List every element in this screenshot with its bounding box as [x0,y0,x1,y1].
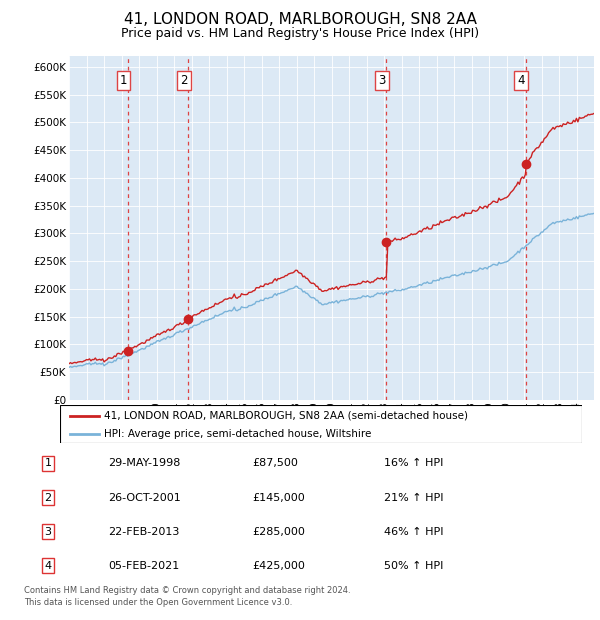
Text: 05-FEB-2021: 05-FEB-2021 [108,560,179,571]
Text: £425,000: £425,000 [252,560,305,571]
Text: £145,000: £145,000 [252,492,305,503]
Text: 50% ↑ HPI: 50% ↑ HPI [384,560,443,571]
Text: £285,000: £285,000 [252,526,305,537]
Text: 3: 3 [379,74,386,87]
Text: 29-MAY-1998: 29-MAY-1998 [108,458,181,469]
Text: HPI: Average price, semi-detached house, Wiltshire: HPI: Average price, semi-detached house,… [104,428,372,439]
Text: 2: 2 [180,74,188,87]
Text: Contains HM Land Registry data © Crown copyright and database right 2024.
This d: Contains HM Land Registry data © Crown c… [24,586,350,607]
Text: 46% ↑ HPI: 46% ↑ HPI [384,526,443,537]
Text: Price paid vs. HM Land Registry's House Price Index (HPI): Price paid vs. HM Land Registry's House … [121,27,479,40]
Text: 3: 3 [44,526,52,537]
Text: 1: 1 [120,74,128,87]
Text: 16% ↑ HPI: 16% ↑ HPI [384,458,443,469]
Text: 21% ↑ HPI: 21% ↑ HPI [384,492,443,503]
Text: 4: 4 [517,74,525,87]
Text: 22-FEB-2013: 22-FEB-2013 [108,526,179,537]
Text: 1: 1 [44,458,52,469]
Text: £87,500: £87,500 [252,458,298,469]
Text: 41, LONDON ROAD, MARLBOROUGH, SN8 2AA: 41, LONDON ROAD, MARLBOROUGH, SN8 2AA [124,12,476,27]
Text: 4: 4 [44,560,52,571]
Text: 26-OCT-2001: 26-OCT-2001 [108,492,181,503]
Text: 41, LONDON ROAD, MARLBOROUGH, SN8 2AA (semi-detached house): 41, LONDON ROAD, MARLBOROUGH, SN8 2AA (s… [104,410,469,420]
Text: 2: 2 [44,492,52,503]
